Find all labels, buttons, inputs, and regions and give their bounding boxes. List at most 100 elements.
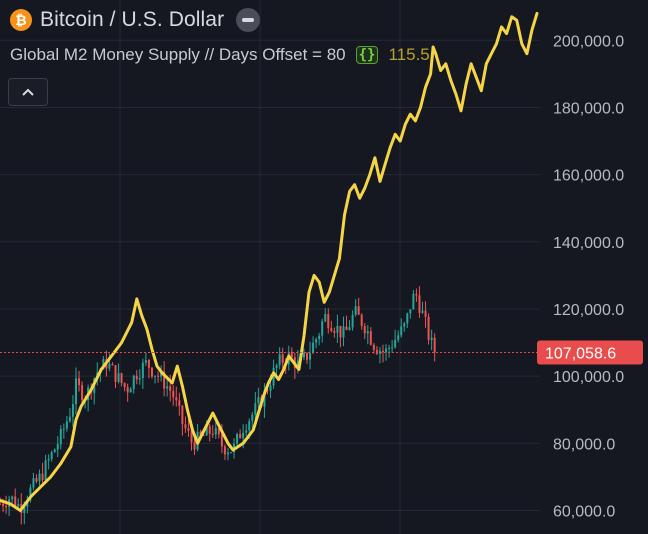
candle-body bbox=[166, 386, 169, 389]
m2-line-series bbox=[0, 11, 539, 512]
candle-body bbox=[400, 326, 403, 336]
candle-body bbox=[245, 430, 248, 433]
candle-body bbox=[324, 314, 327, 322]
candle-body bbox=[263, 390, 266, 407]
candle-body bbox=[17, 504, 20, 507]
candle-body bbox=[175, 397, 178, 401]
candle-body bbox=[68, 416, 71, 422]
candle-body bbox=[409, 309, 412, 314]
candle-body bbox=[430, 337, 433, 340]
candle-body bbox=[23, 506, 26, 514]
candle-body bbox=[193, 442, 196, 450]
candle-body bbox=[375, 349, 378, 354]
candle-body bbox=[2, 503, 5, 507]
candle-body bbox=[257, 397, 260, 404]
candle-body bbox=[412, 293, 415, 310]
code-braces-icon[interactable]: {} bbox=[355, 46, 379, 64]
candle-body bbox=[226, 452, 229, 455]
candle-body bbox=[403, 323, 406, 327]
candle-body bbox=[427, 316, 430, 340]
candle-body bbox=[424, 310, 427, 317]
candle-body bbox=[38, 473, 41, 482]
price-axis-tick-label: 180,000.0 bbox=[553, 100, 624, 117]
candle-body bbox=[391, 347, 394, 349]
candle-body bbox=[208, 426, 211, 434]
candle-body bbox=[50, 452, 53, 460]
price-axis-tick-label: 160,000.0 bbox=[553, 168, 624, 185]
candle-body bbox=[296, 360, 299, 369]
candle-body bbox=[381, 350, 384, 352]
candle-body bbox=[141, 362, 144, 379]
candle-body bbox=[56, 444, 59, 450]
indicator-value: 115.5 bbox=[388, 45, 430, 64]
candle-body bbox=[369, 331, 372, 345]
candle-body bbox=[372, 344, 375, 350]
candle-body bbox=[360, 314, 363, 327]
candle-body bbox=[65, 421, 68, 429]
candle-body bbox=[181, 405, 184, 425]
candle-body bbox=[5, 506, 8, 508]
candle-body bbox=[117, 373, 120, 382]
candle-body bbox=[248, 421, 251, 431]
candle-body bbox=[418, 295, 421, 313]
candle-body bbox=[132, 375, 135, 389]
candle-body bbox=[169, 386, 172, 391]
price-axis-tick-label: 120,000.0 bbox=[553, 302, 624, 319]
candle-body bbox=[35, 478, 38, 482]
candle-body bbox=[157, 375, 160, 377]
candle-body bbox=[120, 373, 123, 383]
chevron-up-icon bbox=[22, 88, 34, 96]
candle-body bbox=[11, 496, 14, 500]
candle-body bbox=[81, 385, 84, 401]
candle-body bbox=[0, 503, 1, 505]
candle-body bbox=[336, 325, 339, 333]
candle-body bbox=[135, 375, 138, 380]
candle-body bbox=[223, 446, 226, 455]
candle-body bbox=[266, 390, 269, 392]
candle-body bbox=[254, 403, 257, 415]
candle-body bbox=[342, 326, 345, 338]
candle-body bbox=[71, 404, 74, 417]
candle-body bbox=[321, 321, 324, 336]
candle-body bbox=[62, 428, 65, 430]
candle-body bbox=[41, 473, 44, 480]
candle-body bbox=[47, 459, 50, 461]
candle-body bbox=[315, 339, 318, 343]
candle-body bbox=[126, 387, 129, 393]
candle-body bbox=[160, 371, 163, 377]
candle-body bbox=[415, 293, 418, 296]
candle-body bbox=[339, 325, 342, 338]
candle-body bbox=[330, 328, 333, 332]
candle-body bbox=[147, 360, 150, 368]
symbol-title[interactable]: Bitcoin / U.S. Dollar bbox=[40, 8, 225, 31]
candle-body bbox=[59, 428, 62, 445]
candle-body bbox=[236, 433, 239, 444]
minus-icon[interactable] bbox=[236, 8, 261, 32]
candle-body bbox=[242, 432, 245, 439]
candle-body bbox=[394, 339, 397, 348]
candle-body bbox=[378, 350, 381, 354]
price-axis-tick-label: 100,000.0 bbox=[553, 369, 624, 386]
candle-body bbox=[78, 378, 81, 386]
candle-body bbox=[114, 365, 117, 382]
candle-body bbox=[357, 306, 360, 315]
indicator-label[interactable]: Global M2 Money Supply // Days Offset = … bbox=[10, 45, 346, 64]
candle-body bbox=[217, 428, 220, 435]
price-axis-tick-label: 80,000.0 bbox=[553, 436, 615, 453]
candle-body bbox=[397, 335, 400, 340]
candle-body bbox=[74, 378, 77, 405]
candle-body bbox=[281, 354, 284, 363]
price-axis-tick-label: 200,000.0 bbox=[553, 33, 624, 50]
candle-body bbox=[111, 364, 114, 366]
candle-body bbox=[205, 426, 208, 436]
candle-body bbox=[211, 433, 214, 435]
current-price-tag bbox=[537, 340, 643, 365]
candle-body bbox=[187, 428, 190, 432]
price-axis-tick-label: 140,000.0 bbox=[553, 235, 624, 252]
candle-body bbox=[123, 382, 126, 388]
indicator-legend: Global M2 Money Supply // Days Offset = … bbox=[10, 45, 430, 65]
legend-toggle-button[interactable] bbox=[8, 78, 48, 106]
candle-body bbox=[348, 327, 351, 330]
